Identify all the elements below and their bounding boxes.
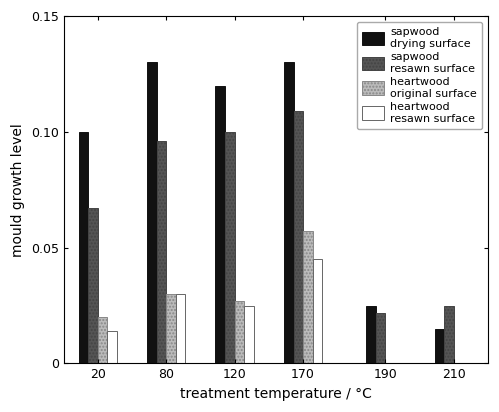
Bar: [225, 132, 235, 363]
Bar: [444, 306, 454, 363]
Bar: [147, 63, 157, 363]
Bar: [157, 141, 166, 363]
Bar: [176, 294, 185, 363]
Bar: [107, 331, 117, 363]
Bar: [88, 208, 98, 363]
Bar: [435, 329, 444, 363]
Bar: [166, 294, 176, 363]
X-axis label: treatment temperature / °C: treatment temperature / °C: [180, 387, 372, 401]
Bar: [98, 317, 107, 363]
Bar: [216, 86, 225, 363]
Bar: [78, 132, 88, 363]
Bar: [366, 306, 376, 363]
Bar: [235, 301, 244, 363]
Bar: [284, 63, 293, 363]
Bar: [376, 313, 385, 363]
Bar: [313, 259, 322, 363]
Bar: [244, 306, 254, 363]
Bar: [293, 111, 303, 363]
Bar: [303, 232, 313, 363]
Y-axis label: mould growth level: mould growth level: [11, 123, 25, 257]
Legend: sapwood
drying surface, sapwood
resawn surface, heartwood
original surface, hear: sapwood drying surface, sapwood resawn s…: [357, 22, 483, 129]
